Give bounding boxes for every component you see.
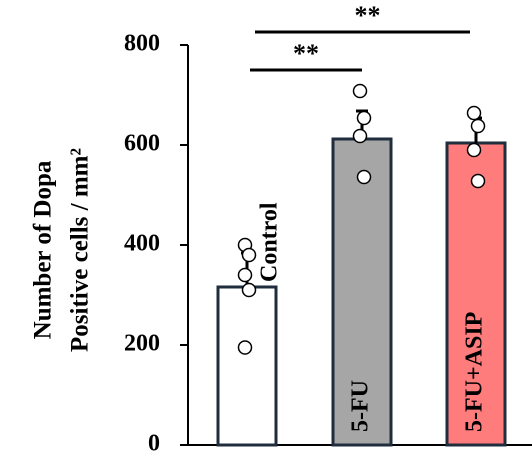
y-tick-label: 800: [124, 31, 160, 57]
y-tick-label: 400: [124, 231, 160, 257]
y-tick-label: 200: [124, 331, 160, 357]
data-point: [358, 171, 371, 184]
data-point: [354, 85, 367, 98]
significance-label: **: [293, 39, 319, 68]
data-point: [472, 175, 485, 188]
y-axis-title-line: Positive cells / mm²: [67, 148, 94, 352]
y-tick-label: 0: [148, 431, 160, 457]
data-point: [243, 284, 256, 297]
data-point: [468, 144, 481, 157]
chart: Number of Dopa Positive cells / mm² 0 200 40…: [0, 0, 532, 463]
data-point: [468, 107, 481, 120]
bar: [218, 287, 276, 445]
category-label: Control: [257, 202, 283, 282]
data-point: [358, 112, 371, 125]
data-point: [239, 341, 252, 354]
y-axis-title-line: Number of Dopa: [30, 160, 57, 339]
data-point: [243, 249, 256, 262]
data-point: [472, 120, 485, 133]
significance-label: **: [355, 1, 381, 30]
data-point: [354, 130, 367, 143]
y-tick-label: 600: [124, 131, 160, 157]
category-label: 5-FU+ASIP: [462, 312, 488, 432]
category-label: 5-FU: [348, 380, 374, 432]
data-point: [239, 269, 252, 282]
